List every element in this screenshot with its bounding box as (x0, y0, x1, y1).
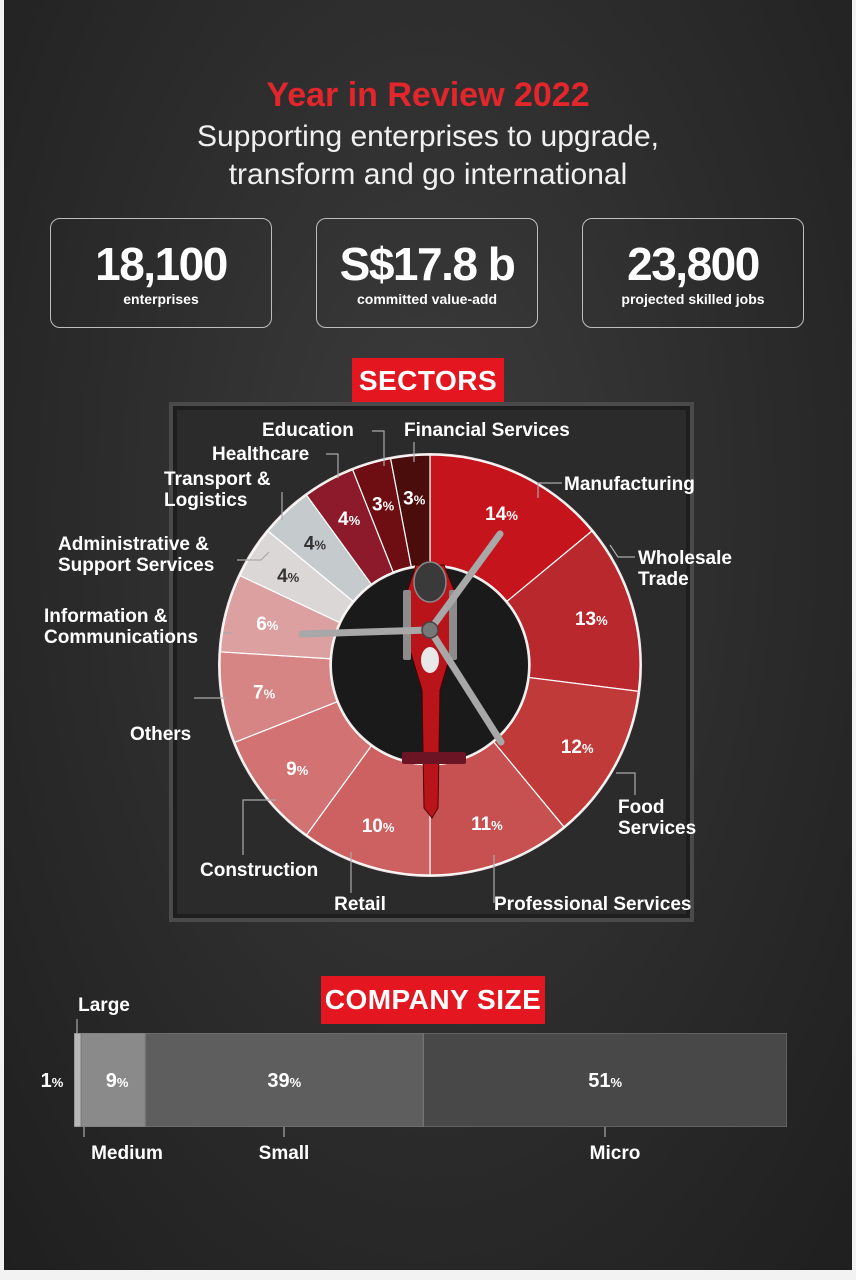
sector-label-professional-services: Professional Services (494, 894, 692, 915)
sector-value-label: 3% (372, 495, 395, 516)
leader-line (326, 453, 339, 478)
sector-value-label: 11% (471, 814, 503, 835)
sector-value-label: 9% (286, 759, 309, 780)
sector-label-information-and-communications: Information & Communications (44, 606, 198, 648)
sector-label-food-services: Food Services (618, 797, 696, 839)
sector-value-label: 4% (338, 509, 361, 530)
stat-enterprises: 18,100 enterprises (50, 218, 272, 328)
stat-label: enterprises (123, 291, 199, 307)
sector-value-label: 10% (362, 816, 395, 837)
company-size-bar-large (74, 1033, 82, 1127)
page-subtitle-line2: transform and go international (228, 158, 628, 191)
company-size-bar-medium (80, 1033, 146, 1127)
company-size-bar-small (144, 1033, 424, 1127)
page-subtitle-line1: Supporting enterprises to upgrade, (197, 120, 659, 153)
sector-label-financial-services: Financial Services (404, 420, 570, 441)
sectors-banner: SECTORS (352, 358, 504, 404)
leader-line (616, 772, 636, 795)
leader-line (537, 482, 562, 498)
leader-line (372, 430, 385, 466)
sector-value-label: 13% (575, 609, 608, 630)
stat-value-add: S$17.8 b committed value-add (316, 218, 538, 328)
stat-label: committed value-add (356, 291, 498, 307)
sector-value-label: 14% (485, 504, 518, 525)
sector-label-retail: Retail (334, 894, 386, 915)
leader-line (242, 799, 276, 855)
stat-label: projected skilled jobs (621, 291, 765, 307)
sector-value-label: 3% (403, 489, 426, 510)
sectors-chart: 14%13%12%11%10%9%7%6%4%4%4%3% 3%Manufactu… (44, 420, 732, 915)
sector-value-label: 6% (256, 614, 279, 635)
stat-value: 18,100 (95, 238, 228, 290)
company-size-chart (74, 1033, 787, 1127)
leader-line (237, 551, 270, 561)
sector-value-label: 7% (253, 682, 276, 703)
stat-value: S$17.8 b (339, 238, 516, 290)
sector-label-manufacturing: Manufacturing (564, 474, 695, 495)
helicopter-icon (298, 530, 505, 819)
sector-value-label: 12% (561, 737, 594, 758)
sector-slice-wholesale-trade (506, 530, 641, 692)
sector-value-label: 4% (277, 566, 300, 587)
sector-label-transport-and-logistics: Transport & Logistics (164, 469, 271, 511)
sector-label-construction: Construction (200, 860, 318, 881)
stat-value: 23,800 (627, 238, 760, 290)
stat-skilled-jobs: 23,800 projected skilled jobs (582, 218, 804, 328)
sector-value-label: 4% (304, 534, 327, 555)
company-size-bar-micro (422, 1033, 787, 1127)
sector-slice-manufacturing (429, 454, 593, 603)
sector-label-healthcare: Healthcare (212, 444, 309, 465)
sector-label-administrative-and-support-services: Administrative & Support Services (58, 534, 214, 576)
leader-line (609, 544, 635, 558)
page-title: Year in Review 2022 (266, 76, 590, 114)
sector-label-wholesale-trade: Wholesale Trade (638, 548, 732, 590)
sector-label-others: Others (130, 724, 191, 745)
sector-label-education: Education (262, 420, 354, 441)
infographic-page: Year in Review 2022 Supporting enterpris… (4, 0, 852, 1270)
company-size-banner: COMPANY SIZE (321, 976, 545, 1024)
